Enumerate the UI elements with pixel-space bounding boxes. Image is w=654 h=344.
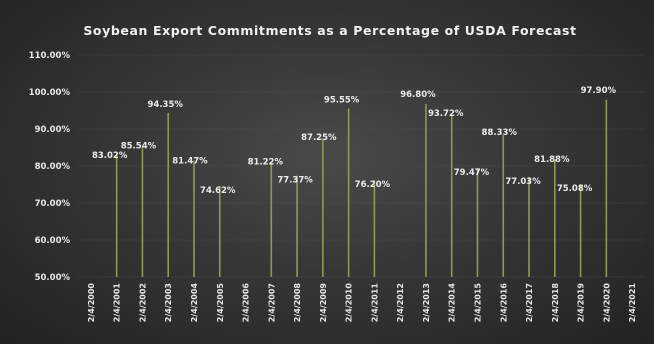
- bar: [528, 176, 530, 277]
- bar: [579, 184, 582, 277]
- x-tick-label: 2/4/2001: [113, 283, 122, 323]
- data-label: 74.62%: [200, 186, 236, 196]
- bars: [115, 99, 608, 278]
- bar: [373, 180, 376, 277]
- x-tick-label: 2/4/2011: [370, 283, 379, 323]
- y-tick-label: 80.00%: [35, 162, 71, 172]
- x-tick-label: 2/4/2003: [164, 283, 173, 322]
- x-tick-label: 2/4/2009: [319, 283, 328, 323]
- bar: [193, 160, 195, 277]
- bar: [296, 175, 298, 277]
- chart-title: Soybean Export Commitments as a Percenta…: [83, 23, 576, 38]
- x-tick-label: 2/4/2015: [473, 283, 482, 323]
- x-tick-label: 2/4/2020: [602, 283, 611, 323]
- x-tick-label: 2/4/2017: [525, 283, 534, 322]
- bar: [347, 108, 350, 277]
- x-tick-label: 2/4/2002: [138, 283, 147, 322]
- bar: [218, 185, 221, 277]
- data-label: 77.37%: [277, 176, 313, 186]
- x-tick-label: 2/4/2021: [628, 283, 637, 323]
- x-tick-label: 2/4/2014: [448, 283, 457, 323]
- bar: [270, 161, 273, 277]
- grid-lines: [78, 54, 645, 278]
- y-tick-label: 90.00%: [35, 125, 71, 135]
- y-tick-label: 50.00%: [35, 273, 71, 283]
- data-label: 83.02%: [92, 151, 128, 161]
- y-axis-ticks: 50.00% 60.00% 70.00% 80.00% 90.00% 100.00% 110…: [29, 51, 71, 283]
- data-label: 93.72%: [428, 109, 464, 119]
- bar: [605, 99, 608, 278]
- data-label: 97.90%: [581, 86, 617, 96]
- bar: [167, 112, 170, 277]
- bar: [476, 167, 479, 277]
- x-tick-label: 2/4/2007: [267, 283, 276, 322]
- x-tick-label: 2/4/2013: [422, 283, 431, 322]
- bar: [502, 135, 505, 277]
- x-tick-label: 2/4/2010: [345, 283, 354, 323]
- x-tick-label: 2/4/2004: [190, 283, 199, 323]
- bar: [450, 115, 453, 278]
- data-label: 87.25%: [301, 133, 337, 143]
- data-labels: 83.02%85.54% 94.35% 81.47% 74.62% 81.22% 77.3…: [92, 86, 617, 196]
- data-label: 88.33%: [482, 128, 518, 138]
- y-tick-label: 60.00%: [35, 236, 71, 246]
- bar: [425, 103, 427, 277]
- y-tick-label: 110.00%: [29, 51, 71, 61]
- y-tick-label: 70.00%: [35, 199, 71, 209]
- data-label: 76.20%: [355, 180, 391, 190]
- data-label: 77.03%: [505, 177, 541, 187]
- x-tick-label: 2/4/2016: [499, 283, 508, 323]
- data-label: 81.88%: [534, 155, 570, 165]
- bar: [141, 145, 144, 277]
- x-tick-label: 2/4/2005: [216, 283, 225, 323]
- x-tick-label: 2/4/2019: [577, 283, 586, 323]
- x-axis-ticks: 2/4/2000 2/4/2001 2/4/2002 2/4/2003 2/4/2004…: [87, 283, 637, 323]
- x-tick-label: 2/4/2018: [551, 283, 560, 323]
- data-label: 81.22%: [248, 157, 284, 167]
- bar: [322, 139, 324, 277]
- y-tick-label: 100.00%: [29, 88, 71, 98]
- x-tick-label: 2/4/2000: [87, 283, 96, 323]
- x-tick-label: 2/4/2008: [293, 283, 302, 323]
- data-label: 75.08%: [557, 184, 593, 194]
- x-tick-label: 2/4/2012: [396, 283, 405, 322]
- data-label: 79.47%: [454, 168, 490, 178]
- bar: [115, 154, 118, 277]
- data-label: 96.80%: [400, 90, 436, 100]
- data-label: 85.54%: [121, 142, 157, 152]
- bar: [553, 159, 556, 277]
- data-label: 81.47%: [172, 157, 208, 167]
- data-label: 95.55%: [324, 95, 360, 105]
- x-tick-label: 2/4/2006: [242, 283, 251, 323]
- data-label: 94.35%: [148, 100, 184, 110]
